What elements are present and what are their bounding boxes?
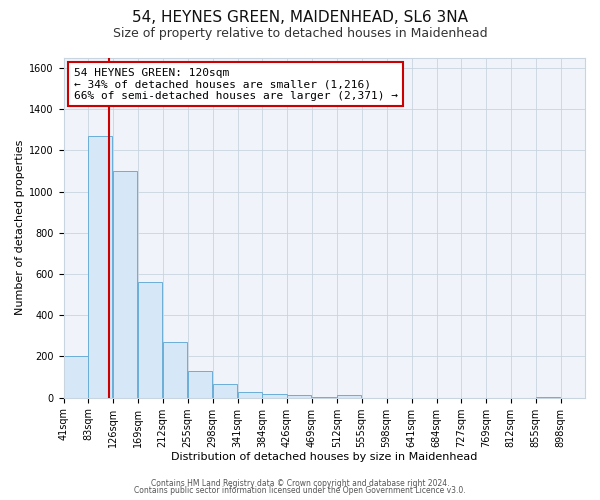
Bar	[88, 136, 112, 398]
Bar	[287, 394, 311, 398]
Text: Contains public sector information licensed under the Open Government Licence v3: Contains public sector information licen…	[134, 486, 466, 495]
Text: Contains HM Land Registry data © Crown copyright and database right 2024.: Contains HM Land Registry data © Crown c…	[151, 478, 449, 488]
Text: 54, HEYNES GREEN, MAIDENHEAD, SL6 3NA: 54, HEYNES GREEN, MAIDENHEAD, SL6 3NA	[132, 10, 468, 25]
Bar	[138, 282, 162, 398]
Bar	[212, 384, 237, 398]
Bar	[64, 356, 88, 398]
Y-axis label: Number of detached properties: Number of detached properties	[15, 140, 25, 316]
X-axis label: Distribution of detached houses by size in Maidenhead: Distribution of detached houses by size …	[171, 452, 478, 462]
Bar	[536, 396, 560, 398]
Bar	[163, 342, 187, 398]
Bar	[188, 371, 212, 398]
Text: Size of property relative to detached houses in Maidenhead: Size of property relative to detached ho…	[113, 28, 487, 40]
Text: 54 HEYNES GREEN: 120sqm
← 34% of detached houses are smaller (1,216)
66% of semi: 54 HEYNES GREEN: 120sqm ← 34% of detache…	[74, 68, 398, 101]
Bar	[312, 396, 336, 398]
Bar	[238, 392, 262, 398]
Bar	[262, 394, 287, 398]
Bar	[113, 171, 137, 398]
Bar	[337, 394, 361, 398]
